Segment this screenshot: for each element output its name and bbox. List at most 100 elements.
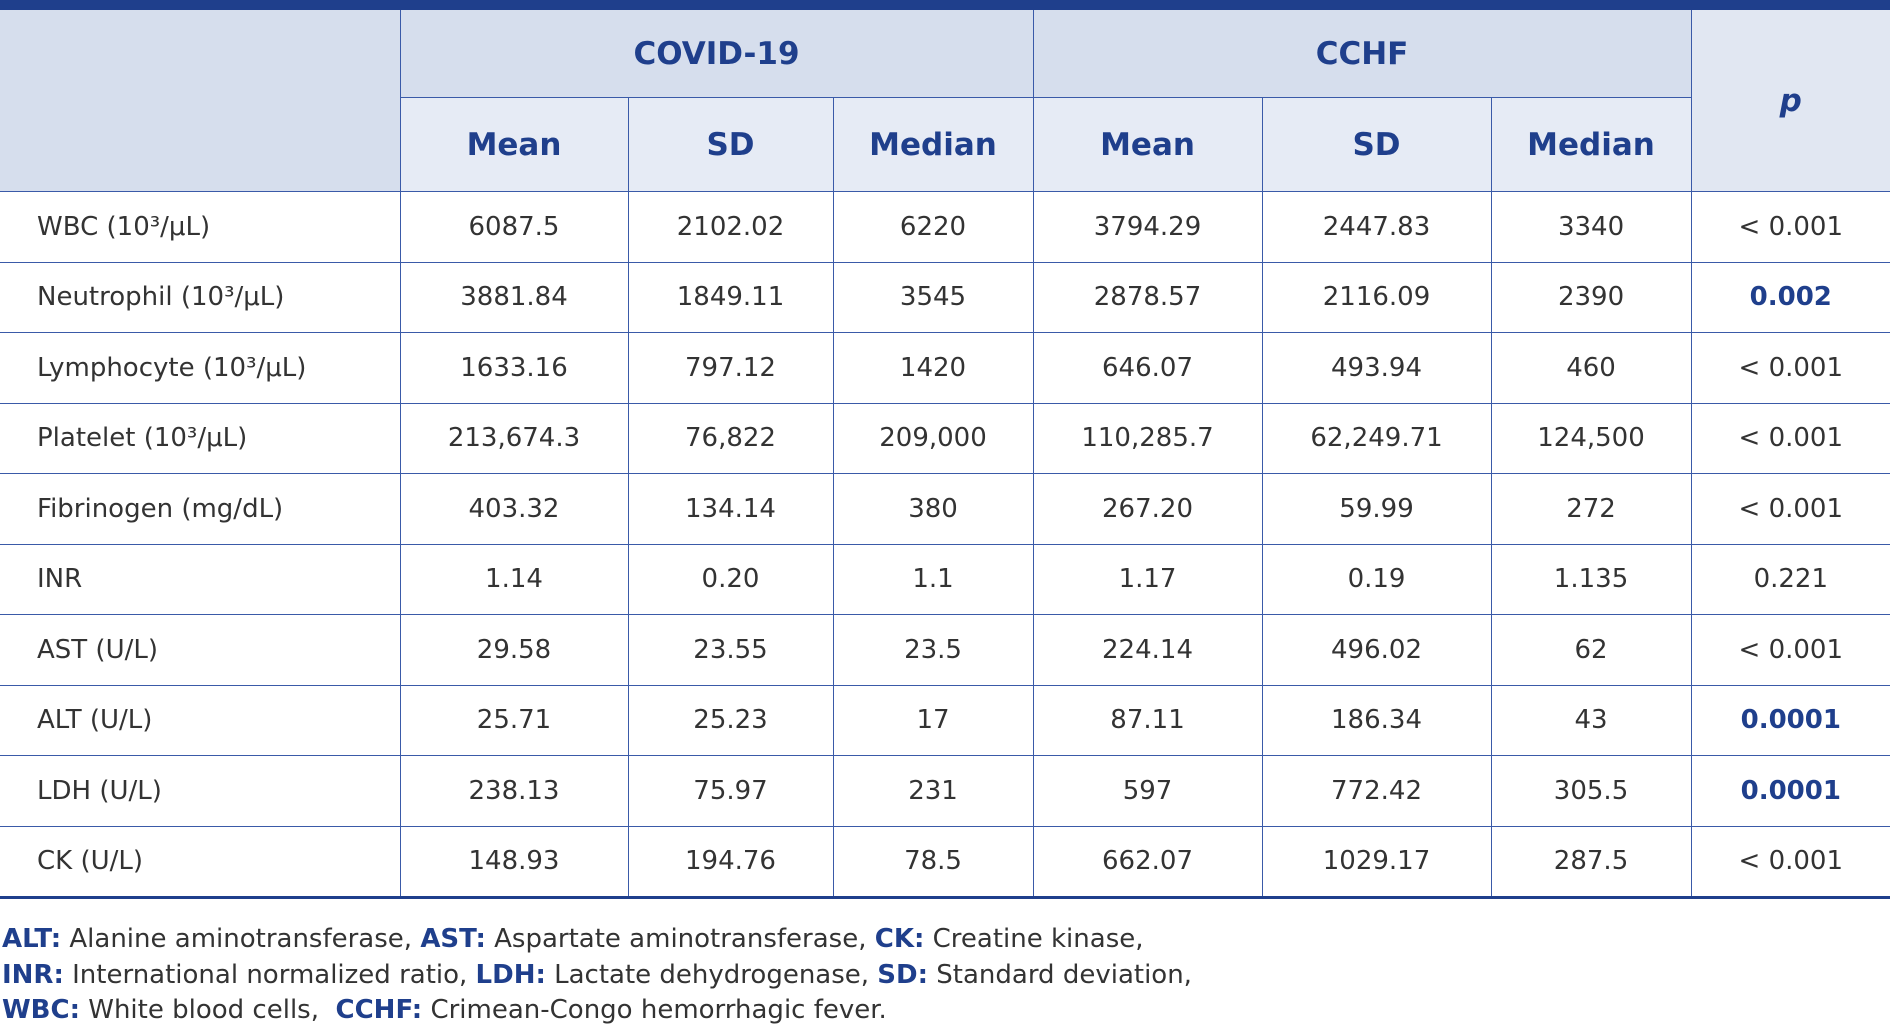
abbreviation: CCHF: xyxy=(335,995,423,1025)
cell: 2447.83 xyxy=(1261,191,1492,263)
cell: 3881.84 xyxy=(399,261,629,333)
row-label: CK (U/L) xyxy=(0,825,401,898)
cell: 186.34 xyxy=(1261,684,1492,756)
cell: 62,249.71 xyxy=(1261,402,1492,474)
sub-header: Median xyxy=(832,97,1034,192)
abbreviation: SD: xyxy=(877,959,929,990)
cell: 2878.57 xyxy=(1032,261,1263,333)
cell: 1420 xyxy=(832,332,1034,404)
cell: 3794.29 xyxy=(1032,191,1263,263)
abbreviation: LDH: xyxy=(475,959,546,990)
sub-header: SD xyxy=(1261,97,1492,192)
cell: 380 xyxy=(832,473,1034,545)
cell: 29.58 xyxy=(399,614,629,686)
table-row: Lymphocyte (10³/μL) 1633.16 797.12 1420 646.… xyxy=(0,332,1890,404)
footnote-line: INR: International normalized ratio, LDH… xyxy=(2,958,1192,994)
abbreviation: CK: xyxy=(874,924,925,954)
table-row: AST (U/L) 29.58 23.55 23.5 224.14 496.02 62 < 0… xyxy=(0,614,1890,686)
row-label: Platelet (10³/μL) xyxy=(0,402,401,474)
cell: 1029.17 xyxy=(1261,825,1492,898)
table-row: WBC (10³/μL) 6087.5 2102.02 6220 3794.29 2447… xyxy=(0,191,1890,263)
cell: 797.12 xyxy=(627,332,834,404)
cell: 23.55 xyxy=(627,614,834,686)
sub-header: Mean xyxy=(1032,97,1263,192)
cell: 403.32 xyxy=(399,473,629,545)
cell: 231 xyxy=(832,755,1034,827)
cell: 0.19 xyxy=(1261,543,1492,615)
cell: 772.42 xyxy=(1261,755,1492,827)
row-label: Fibrinogen (mg/dL) xyxy=(0,473,401,545)
cell: 3545 xyxy=(832,261,1034,333)
row-label: Neutrophil (10³/μL) xyxy=(0,261,401,333)
cell: 2116.09 xyxy=(1261,261,1492,333)
cell: 662.07 xyxy=(1032,825,1263,898)
cell: 25.23 xyxy=(627,684,834,756)
footnote-line: WBC: White blood cells, CCHF: Crimean-Co… xyxy=(2,993,1192,1029)
cell: 43 xyxy=(1490,684,1692,756)
cell: 25.71 xyxy=(399,684,629,756)
cell: 75.97 xyxy=(627,755,834,827)
p-value: 0.002 xyxy=(1690,261,1890,333)
row-label: INR xyxy=(0,543,401,615)
definition: White blood cells, xyxy=(79,995,336,1025)
sub-header: Mean xyxy=(400,97,629,192)
row-label: AST (U/L) xyxy=(0,614,401,686)
table-row: CK (U/L) 148.93 194.76 78.5 662.07 1029.17 287… xyxy=(0,825,1890,898)
cell: 17 xyxy=(832,684,1034,756)
cell: 224.14 xyxy=(1032,614,1263,686)
cell: 2390 xyxy=(1490,261,1692,333)
table-body: WBC (10³/μL) 6087.5 2102.02 6220 3794.29 2447… xyxy=(0,191,1890,898)
cell: 148.93 xyxy=(399,825,629,898)
p-value: < 0.001 xyxy=(1690,402,1890,474)
definition: Creatine kinase, xyxy=(924,924,1144,954)
row-label: ALT (U/L) xyxy=(0,684,401,756)
definition: Crimean-Congo hemorrhagic fever. xyxy=(422,995,887,1025)
data-table: COVID-19 CCHF p Mean SD Median Mean SD Median… xyxy=(0,0,1890,899)
cell: 62 xyxy=(1490,614,1692,686)
p-header: p xyxy=(1690,4,1890,192)
cell: 6220 xyxy=(832,191,1034,263)
cell: 23.5 xyxy=(832,614,1034,686)
p-value: 0.0001 xyxy=(1690,684,1890,756)
p-value: < 0.001 xyxy=(1690,825,1890,898)
sub-header: SD xyxy=(627,97,834,192)
p-value: 0.0001 xyxy=(1690,755,1890,827)
cell: 1849.11 xyxy=(627,261,834,333)
cell: 78.5 xyxy=(832,825,1034,898)
cell: 305.5 xyxy=(1490,755,1692,827)
definition: Lactate dehydrogenase, xyxy=(545,959,878,990)
abbreviation: ALT: xyxy=(2,924,62,954)
cell: 194.76 xyxy=(627,825,834,898)
cell: 6087.5 xyxy=(399,191,629,263)
cell: 493.94 xyxy=(1261,332,1492,404)
sub-header-row: Mean SD Median Mean SD Median xyxy=(0,97,1890,192)
abbreviation: INR: xyxy=(2,959,64,990)
cell: 2102.02 xyxy=(627,191,834,263)
cell: 87.11 xyxy=(1032,684,1263,756)
cell: 496.02 xyxy=(1261,614,1492,686)
p-value: < 0.001 xyxy=(1690,614,1890,686)
definition: International normalized ratio, xyxy=(63,959,476,990)
p-value: 0.221 xyxy=(1690,543,1890,615)
cell: 1.135 xyxy=(1490,543,1692,615)
table-row: INR 1.14 0.20 1.1 1.17 0.19 1.135 0.221 xyxy=(0,543,1890,615)
cell: 124,500 xyxy=(1490,402,1692,474)
p-value: < 0.001 xyxy=(1690,473,1890,545)
sub-header: Median xyxy=(1490,97,1692,192)
cell: 213,674.3 xyxy=(399,402,629,474)
cell: 460 xyxy=(1490,332,1692,404)
definition: Alanine aminotransferase, xyxy=(61,924,421,954)
corner-cell xyxy=(0,4,401,192)
cell: 1.1 xyxy=(832,543,1034,615)
definition: Aspartate aminotransferase, xyxy=(485,924,875,954)
cell: 272 xyxy=(1490,473,1692,545)
cell: 646.07 xyxy=(1032,332,1263,404)
row-label: Lymphocyte (10³/μL) xyxy=(0,332,401,404)
p-value: < 0.001 xyxy=(1690,332,1890,404)
cell: 209,000 xyxy=(832,402,1034,474)
cell: 59.99 xyxy=(1261,473,1492,545)
cell: 76,822 xyxy=(627,402,834,474)
cell: 287.5 xyxy=(1490,825,1692,898)
cell: 597 xyxy=(1032,755,1263,827)
